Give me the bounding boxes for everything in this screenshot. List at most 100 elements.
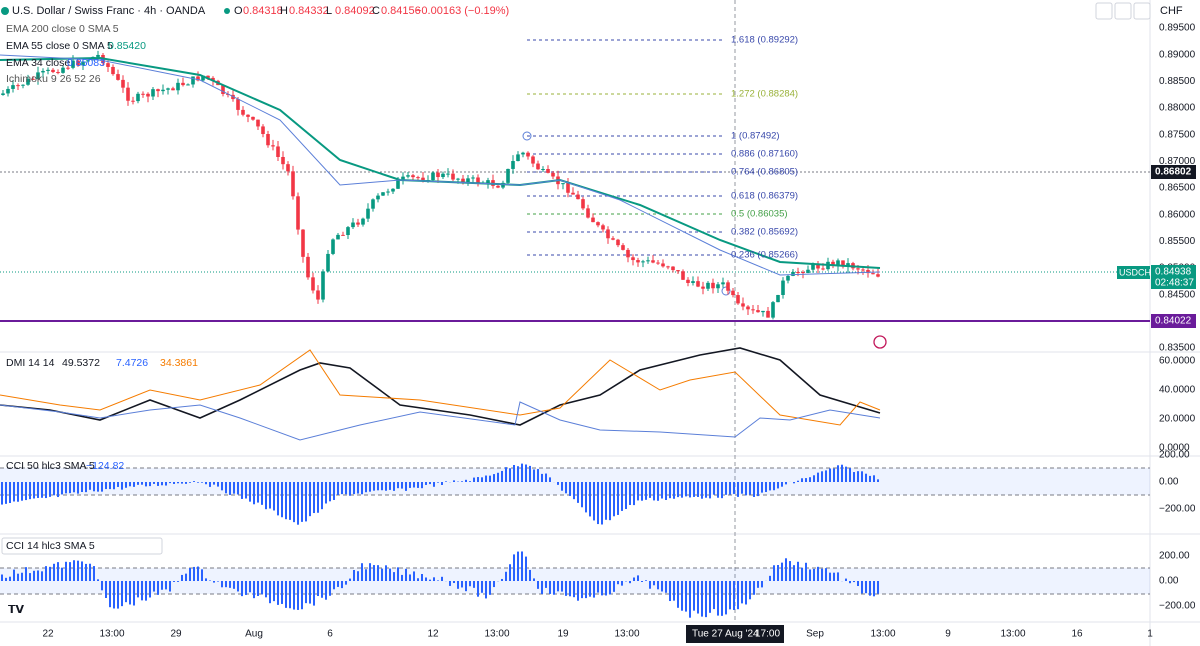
cci50-value: −124.82 <box>86 460 124 472</box>
candle-body <box>746 306 750 310</box>
candle-body <box>256 119 260 127</box>
time-tick: 1 <box>1147 629 1153 640</box>
candle-body <box>366 208 370 219</box>
price-tick: 0.89000 <box>1159 49 1196 60</box>
change: −0.00163 (−0.19%) <box>415 5 509 17</box>
ohlc-label: C <box>372 5 380 17</box>
symbol-tag-bg <box>1117 266 1150 279</box>
candle-body <box>391 188 395 192</box>
price-tick: 0.88500 <box>1159 76 1196 87</box>
support-price-bg <box>1151 314 1196 328</box>
price-tick: 0.89500 <box>1159 23 1196 34</box>
ohlc-value: 0.84332 <box>289 5 329 17</box>
candle-body <box>676 270 680 272</box>
candle-body <box>311 277 315 291</box>
price-marker-bg <box>1151 165 1196 179</box>
cci50-title: CCI 50 hlc3 SMA 5 <box>6 460 95 472</box>
candle-body <box>736 295 740 304</box>
candle-body <box>156 89 160 92</box>
candle-body <box>816 264 820 269</box>
currency[interactable]: CHF <box>1160 5 1183 17</box>
ohlc-value: 0.84092 <box>335 5 375 17</box>
candle-body <box>66 67 70 69</box>
candle-body <box>31 78 35 80</box>
candle-body <box>596 222 600 226</box>
candle-body <box>41 70 45 73</box>
indicator-value: 0.85083 <box>67 57 105 69</box>
candle-body <box>306 256 310 278</box>
reset-button[interactable] <box>1133 2 1151 20</box>
candle-body <box>121 79 125 88</box>
candle-body <box>651 260 655 263</box>
cci14-title: CCI 14 hlc3 SMA 5 <box>6 540 95 552</box>
candle-body <box>146 93 150 97</box>
dmi-minus: 34.3861 <box>160 357 198 369</box>
dmi-adx: 49.5372 <box>62 357 100 369</box>
price-tick: 0.86000 <box>1159 209 1196 220</box>
candle-body <box>411 175 415 178</box>
candle-body <box>801 272 805 274</box>
candle-body <box>521 152 525 155</box>
candle-body <box>531 156 535 164</box>
candle-body <box>646 260 650 262</box>
candle-body <box>106 63 110 67</box>
candle-body <box>136 93 140 102</box>
candle-body <box>381 192 385 196</box>
candle-body <box>476 177 480 184</box>
candle-body <box>461 178 465 183</box>
candle-body <box>686 279 690 283</box>
candle-body <box>166 88 170 90</box>
ohlc-value: 0.84156 <box>381 5 421 17</box>
candle-body <box>281 156 285 165</box>
candle-body <box>436 172 440 178</box>
candle-body <box>221 85 225 94</box>
scroll-down-button[interactable] <box>1095 2 1113 20</box>
candle-body <box>666 266 670 268</box>
candle-body <box>631 257 635 261</box>
candle-body <box>691 281 695 283</box>
candle-body <box>456 178 460 180</box>
time-tick: 13:00 <box>99 629 124 640</box>
candle-body <box>326 253 330 272</box>
price-tick: 0.87000 <box>1159 156 1196 167</box>
ohlc-label: H <box>280 5 288 17</box>
symbol-tag: USDCHF <box>1119 267 1157 277</box>
candle-body <box>161 89 165 92</box>
scroll-up-button[interactable] <box>1114 2 1132 20</box>
candle-body <box>421 177 425 181</box>
candle-body <box>636 260 640 263</box>
candle-body <box>276 146 280 157</box>
time-tick: 12 <box>427 629 439 640</box>
cci50-tick: −200.00 <box>1159 504 1196 515</box>
fib-label: 0.618 (0.86379) <box>731 191 798 202</box>
candle-body <box>841 260 845 267</box>
candle-body <box>416 177 420 179</box>
candle-body <box>266 134 270 146</box>
candle-body <box>561 183 565 185</box>
cci14-tick: 200.00 <box>1159 551 1190 562</box>
candle-body <box>811 264 815 270</box>
candle-body <box>6 88 10 94</box>
candle-body <box>36 72 40 79</box>
candle-body <box>76 60 80 66</box>
candle-body <box>61 67 65 73</box>
candle-body <box>526 152 530 157</box>
candle-body <box>86 60 90 62</box>
candle-body <box>211 77 215 81</box>
candle-body <box>341 234 345 236</box>
candle-body <box>261 126 265 135</box>
candle-body <box>611 238 615 240</box>
plus-di-line <box>0 401 881 441</box>
candle-body <box>96 54 100 57</box>
candle-body <box>56 72 60 74</box>
indicator-value: 0.85420 <box>108 40 146 52</box>
candle-body <box>406 175 410 177</box>
candle-body <box>116 74 120 80</box>
crosshair-label-bg <box>686 625 784 643</box>
candle-body <box>536 163 540 170</box>
candle-body <box>431 172 435 181</box>
event-icon[interactable] <box>873 335 887 349</box>
candle-body <box>151 89 155 97</box>
candle-body <box>496 185 500 188</box>
candle-body <box>516 154 520 162</box>
